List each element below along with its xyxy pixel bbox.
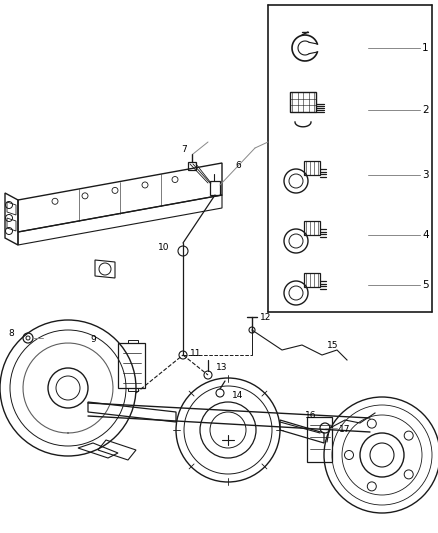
Text: 6: 6 <box>235 160 241 169</box>
Text: 17: 17 <box>339 425 350 434</box>
Text: 15: 15 <box>327 341 339 350</box>
Text: 11: 11 <box>190 349 201 358</box>
Text: 9: 9 <box>90 335 96 344</box>
Text: 1: 1 <box>422 43 429 53</box>
Text: 2: 2 <box>422 105 429 115</box>
Text: 12: 12 <box>260 312 272 321</box>
Text: 14: 14 <box>232 391 244 400</box>
Text: 7: 7 <box>181 146 187 155</box>
Text: 5: 5 <box>422 280 429 290</box>
Text: 4: 4 <box>422 230 429 240</box>
Text: 3: 3 <box>422 170 429 180</box>
Text: 16: 16 <box>305 411 317 421</box>
Text: 13: 13 <box>216 362 227 372</box>
Text: 8: 8 <box>8 328 14 337</box>
Text: 10: 10 <box>158 244 170 253</box>
